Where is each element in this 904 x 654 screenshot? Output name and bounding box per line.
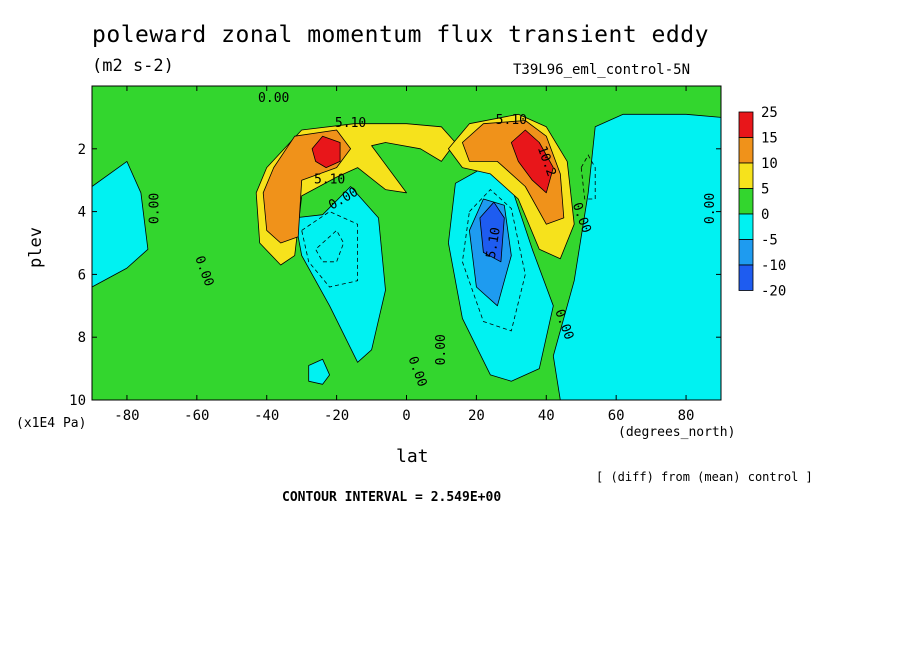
chart-title: poleward zonal momentum flux transient e… bbox=[92, 22, 709, 48]
contour-label-1: 0.00 bbox=[258, 91, 289, 106]
colorbar-swatch-3 bbox=[738, 188, 754, 215]
x-tick-label-1: -60 bbox=[184, 408, 209, 424]
x-tick-label-4: 0 bbox=[402, 408, 410, 424]
colorbar-label-4: 0 bbox=[761, 207, 769, 223]
y-tick-label-2: 6 bbox=[78, 267, 86, 283]
contour-label-6: 0.00 bbox=[434, 334, 449, 365]
x-axis-unit: (degrees_north) bbox=[618, 425, 736, 440]
colorbar-label-6: -10 bbox=[761, 258, 786, 274]
negative-contour-3 bbox=[580, 154, 596, 200]
contour-region-4 bbox=[552, 113, 721, 400]
colorbar-swatch-6 bbox=[738, 264, 754, 291]
y-tick-label-1: 4 bbox=[78, 205, 86, 221]
colorbar-label-3: 5 bbox=[761, 182, 769, 198]
y-axis-unit: (x1E4 Pa) bbox=[16, 416, 87, 431]
colorbar-swatch-4 bbox=[738, 213, 754, 240]
x-tick-label-7: 60 bbox=[608, 408, 625, 424]
y-tick-label-0: 2 bbox=[78, 142, 86, 158]
contour-label-8: 5.10 bbox=[496, 113, 527, 128]
x-axis-label: lat bbox=[396, 446, 429, 467]
contour-region-2 bbox=[308, 358, 331, 385]
x-tick-label-8: 80 bbox=[678, 408, 695, 424]
contour-region-6 bbox=[479, 201, 505, 263]
y-tick-label-3: 8 bbox=[78, 330, 86, 346]
colorbar-swatch-5 bbox=[738, 239, 754, 266]
colorbar-label-0: 25 bbox=[761, 105, 778, 121]
contour-region-12 bbox=[510, 129, 554, 194]
contour-label-2: 5.10 bbox=[335, 116, 366, 131]
contour-region-0 bbox=[92, 160, 149, 288]
x-tick-label-3: -20 bbox=[324, 408, 349, 424]
negative-contour-2 bbox=[461, 189, 526, 332]
contour-label-0: 0.00 bbox=[147, 193, 162, 224]
colorbar-label-1: 15 bbox=[761, 131, 778, 147]
colorbar-swatch-1 bbox=[738, 137, 754, 164]
diff-note: [ (diff) from (mean) control ] bbox=[596, 470, 813, 484]
colorbar-label-2: 10 bbox=[761, 156, 778, 172]
x-tick-label-5: 20 bbox=[468, 408, 485, 424]
contour-region-11 bbox=[311, 135, 341, 169]
contour-label-3: 5.10 bbox=[314, 173, 345, 188]
negative-contour-1 bbox=[301, 211, 359, 288]
y-tick-label-4: 10 bbox=[69, 393, 86, 409]
colorbar-label-7: -20 bbox=[761, 284, 786, 300]
x-tick-label-2: -40 bbox=[254, 408, 279, 424]
chart-units: (m2 s-2) bbox=[92, 56, 174, 76]
contour-interval: CONTOUR INTERVAL = 2.549E+00 bbox=[282, 490, 502, 505]
contour-label-10: 5.10 bbox=[484, 226, 504, 259]
run-label: T39L96_eml_control-5N bbox=[513, 62, 691, 78]
colorbar-swatch-2 bbox=[738, 162, 754, 189]
colorbar-swatch-0 bbox=[738, 111, 754, 138]
colorbar-label-5: -5 bbox=[761, 233, 778, 249]
x-tick-label-6: 40 bbox=[538, 408, 555, 424]
x-tick-label-0: -80 bbox=[114, 408, 139, 424]
contour-label-13: 0.00 bbox=[703, 193, 718, 224]
contour-region-1 bbox=[294, 186, 386, 363]
